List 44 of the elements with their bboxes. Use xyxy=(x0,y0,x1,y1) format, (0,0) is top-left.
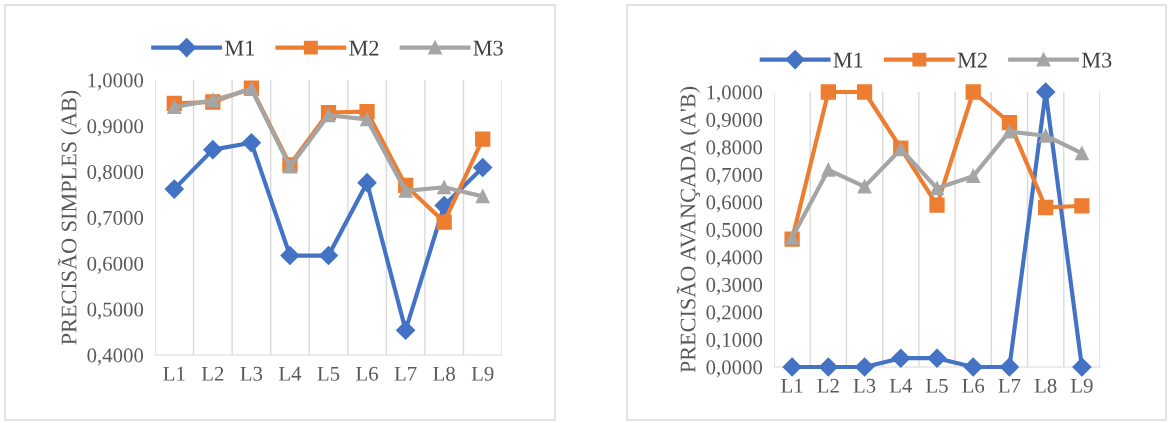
y-tick-label: 0,2000 xyxy=(706,305,763,323)
y-tick-label: 0,9000 xyxy=(87,119,144,137)
x-tick-label: L5 xyxy=(317,366,340,381)
y-tick-label: 0,4000 xyxy=(87,348,144,366)
y-axis-title: PRECISÃO AVANÇADA (A'B) xyxy=(676,86,701,373)
y-tick-label: 0,8000 xyxy=(87,165,144,183)
y-tick-label: 1,0000 xyxy=(88,73,144,91)
x-tick-label: L7 xyxy=(394,366,417,381)
x-tick-label: L3 xyxy=(853,378,876,393)
y-tick-label: 0,8000 xyxy=(706,140,763,158)
x-tick-label: L6 xyxy=(356,366,379,381)
y-tick-label: 0,7000 xyxy=(706,167,763,185)
legend-label: M3 xyxy=(1081,52,1112,68)
x-tick-label: L4 xyxy=(278,366,302,381)
x-tick-label: L6 xyxy=(962,378,985,393)
x-tick-label: L3 xyxy=(240,366,263,381)
y-tick-label: 0,6000 xyxy=(706,195,763,213)
y-tick-label: 0,7000 xyxy=(87,210,144,228)
y-tick-label: 0,3000 xyxy=(706,277,763,295)
x-tick-label: L1 xyxy=(781,378,803,393)
y-tick-label: 0,0000 xyxy=(706,360,763,378)
x-tick-label: L5 xyxy=(926,378,948,393)
x-tick-label: L4 xyxy=(889,378,913,393)
x-tick-label: L1 xyxy=(163,366,185,381)
y-tick-label: 0,9000 xyxy=(706,112,763,130)
x-tick-label: L2 xyxy=(817,378,839,393)
legend-label: M1 xyxy=(833,52,863,68)
legend-label: M3 xyxy=(473,40,503,56)
x-tick-label: L9 xyxy=(1070,378,1093,393)
y-tick-label: 1,0000 xyxy=(707,85,763,103)
x-tick-label: L8 xyxy=(1034,378,1057,393)
x-tick-label: L7 xyxy=(998,378,1021,393)
x-tick-label: L9 xyxy=(471,366,494,381)
x-tick-label: L8 xyxy=(433,366,455,381)
y-tick-label: 0,5000 xyxy=(87,302,144,320)
y-tick-label: 0,1000 xyxy=(706,332,763,350)
legend-label: M1 xyxy=(225,40,254,56)
legend-label: M2 xyxy=(957,52,987,68)
y-axis-title: PRECISÃO SIMPLES (AB) xyxy=(57,90,82,345)
x-tick-label: L2 xyxy=(201,366,224,381)
y-tick-label: 0,5000 xyxy=(706,222,763,240)
legend-label: M2 xyxy=(349,40,379,56)
y-tick-label: 0,4000 xyxy=(706,250,763,268)
y-tick-label: 0,6000 xyxy=(87,256,144,274)
